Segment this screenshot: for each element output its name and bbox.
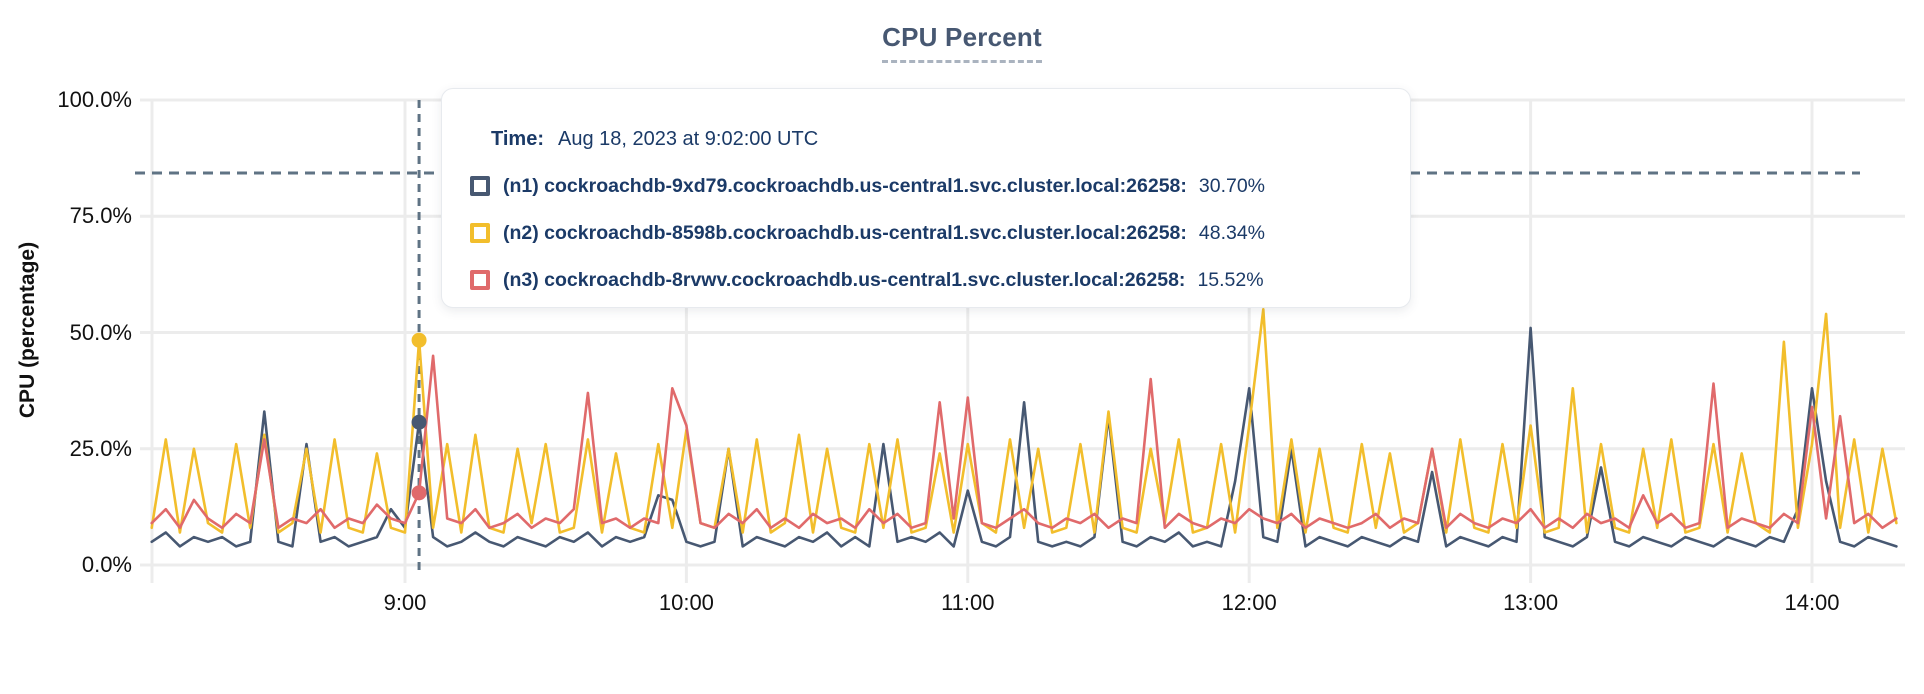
tooltip-time-value: Aug 18, 2023 at 9:02:00 UTC (557, 128, 819, 150)
y-tick-label: 25.0% (69, 435, 132, 461)
tooltip-series-row: (n3) cockroachdb-8rvwv.cockroachdb.us-ce… (470, 268, 1380, 292)
y-tick-label: 100.0% (57, 87, 132, 112)
x-tick-label: 11:00 (941, 590, 995, 615)
series-line (150, 354, 1898, 530)
series-swatch-icon (470, 270, 490, 290)
tooltip-time-label: Time: (491, 128, 544, 150)
y-tick-label: 0.0% (81, 552, 132, 577)
y-tick-label: 75.0% (69, 203, 132, 229)
tooltip-series-name: (n3) cockroachdb-8rvwv.cockroachdb.us-ce… (503, 268, 1186, 291)
x-tick-label: 10:00 (658, 590, 714, 615)
hover-point-dot (411, 332, 427, 348)
y-tick-label: 50.0% (69, 319, 132, 345)
tooltip-series-name: (n1) cockroachdb-9xd79.cockroachdb.us-ce… (503, 174, 1187, 197)
tooltip-time-row: Time: Aug 18, 2023 at 9:02:00 UTC (491, 127, 1380, 151)
hover-point-dot (411, 485, 427, 501)
x-tick-label: 14:00 (1784, 590, 1840, 615)
tooltip-series-value: 15.52% (1197, 268, 1264, 291)
chart-title: CPU Percent (882, 22, 1042, 63)
x-tick-label: 12:00 (1221, 590, 1277, 615)
series-swatch-icon (470, 176, 490, 196)
x-tick-label: 9:00 (383, 590, 427, 615)
tooltip-series-name: (n2) cockroachdb-8598b.cockroachdb.us-ce… (503, 221, 1187, 244)
hover-point-dot (411, 414, 427, 430)
tooltip-series-row: (n1) cockroachdb-9xd79.cockroachdb.us-ce… (470, 174, 1380, 198)
tooltip-series-row: (n2) cockroachdb-8598b.cockroachdb.us-ce… (470, 221, 1380, 245)
series-swatch-icon (470, 223, 490, 243)
hover-tooltip: Time: Aug 18, 2023 at 9:02:00 UTC (n1) co… (441, 88, 1411, 308)
tooltip-series-value: 48.34% (1198, 221, 1266, 244)
x-tick-label: 13:00 (1503, 590, 1559, 615)
tooltip-series-value: 30.70% (1198, 174, 1266, 197)
chart-title-row: CPU Percent (0, 22, 1924, 63)
tooltip-series-list: (n1) cockroachdb-9xd79.cockroachdb.us-ce… (470, 174, 1380, 292)
series-line (150, 326, 1898, 548)
